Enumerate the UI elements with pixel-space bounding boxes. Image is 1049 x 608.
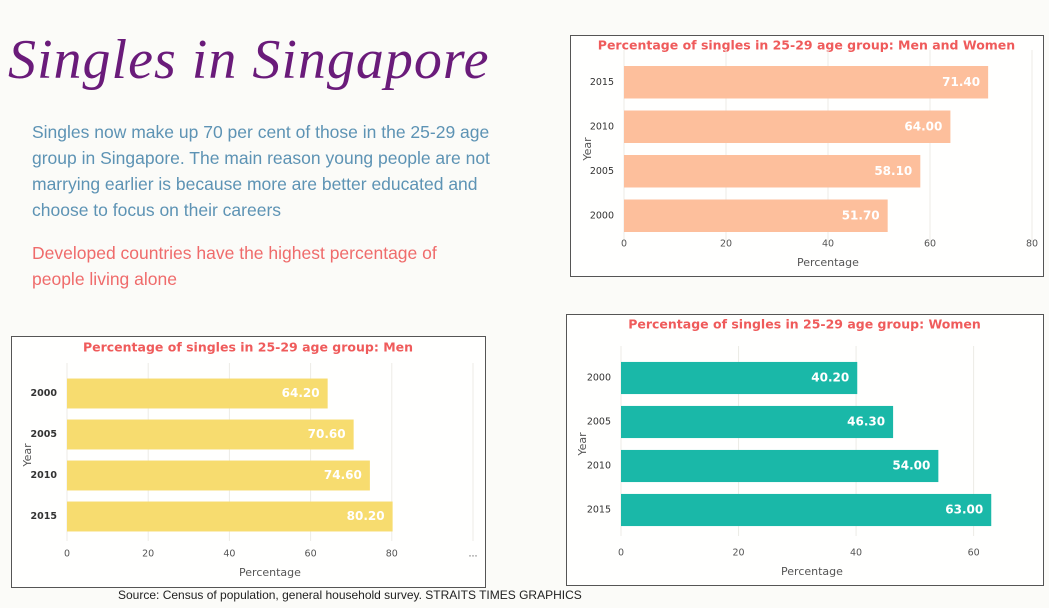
y-tick-label: 2005: [590, 166, 614, 177]
bar: [67, 460, 370, 491]
bar: [624, 66, 989, 99]
x-tick-label: ...: [468, 549, 477, 560]
x-axis-label: Percentage: [781, 565, 843, 578]
value-label: 71.40: [942, 75, 980, 89]
y-tick-label: 2000: [587, 373, 611, 384]
bar: [621, 361, 858, 395]
chart-title: Percentage of singles in 25-29 age group…: [598, 38, 1015, 53]
value-label: 74.60: [324, 468, 362, 482]
chart-title: Percentage of singles in 25-29 age group…: [83, 340, 413, 355]
value-label: 40.20: [811, 371, 849, 385]
y-tick-label: 2015: [31, 511, 57, 522]
x-tick-label: 60: [968, 548, 980, 559]
y-tick-label: 2000: [590, 210, 614, 221]
value-label: 46.30: [847, 415, 885, 429]
x-tick-label: 20: [142, 549, 154, 560]
value-label: 70.60: [308, 427, 346, 441]
value-label: 54.00: [892, 459, 930, 473]
y-tick-label: 2015: [587, 505, 611, 516]
intro-text: Singles now make up 70 per cent of those…: [32, 122, 490, 220]
page-title: Singles in Singapore: [8, 29, 490, 91]
x-axis-label: Percentage: [239, 566, 301, 579]
chart-title: Percentage of singles in 25-29 age group…: [628, 317, 981, 332]
y-tick-label: 2005: [587, 417, 611, 428]
y-tick-label: 2000: [31, 388, 58, 399]
y-tick-label: 2010: [587, 461, 611, 472]
note-text: Developed countries have the highest per…: [32, 243, 437, 289]
bar: [621, 449, 939, 483]
bar: [67, 419, 354, 450]
bar: [621, 405, 894, 439]
y-axis-label: Year: [576, 432, 589, 457]
x-tick-label: 20: [732, 548, 744, 559]
x-tick-label: 80: [386, 549, 398, 560]
value-label: 64.20: [282, 386, 320, 400]
value-label: 64.00: [904, 119, 942, 133]
bar: [624, 155, 921, 188]
x-tick-label: 0: [618, 548, 624, 559]
x-tick-label: 60: [924, 239, 936, 250]
bar: [67, 378, 328, 409]
source-text: Source: Census of population, general ho…: [118, 588, 582, 602]
x-tick-label: 80: [1026, 239, 1038, 250]
y-tick-label: 2005: [31, 429, 57, 440]
bar: [624, 199, 888, 232]
x-tick-label: 20: [720, 239, 732, 250]
bar: [621, 493, 992, 527]
bar: [624, 110, 951, 143]
y-tick-label: 2015: [590, 77, 614, 88]
value-label: 58.10: [874, 164, 912, 178]
value-label: 51.70: [842, 208, 880, 222]
value-label: 80.20: [347, 509, 385, 523]
x-tick-label: 0: [64, 549, 70, 560]
x-tick-label: 40: [850, 548, 862, 559]
x-axis-label: Percentage: [797, 256, 859, 269]
y-tick-label: 2010: [31, 470, 58, 481]
value-label: 63.00: [945, 503, 983, 517]
x-tick-label: 60: [305, 549, 317, 560]
x-tick-label: 40: [822, 239, 834, 250]
y-tick-label: 2010: [590, 121, 614, 132]
y-axis-label: Year: [21, 443, 34, 468]
x-tick-label: 40: [223, 549, 235, 560]
y-axis-label: Year: [581, 137, 594, 162]
bar: [67, 501, 393, 532]
x-tick-label: 0: [621, 239, 627, 250]
